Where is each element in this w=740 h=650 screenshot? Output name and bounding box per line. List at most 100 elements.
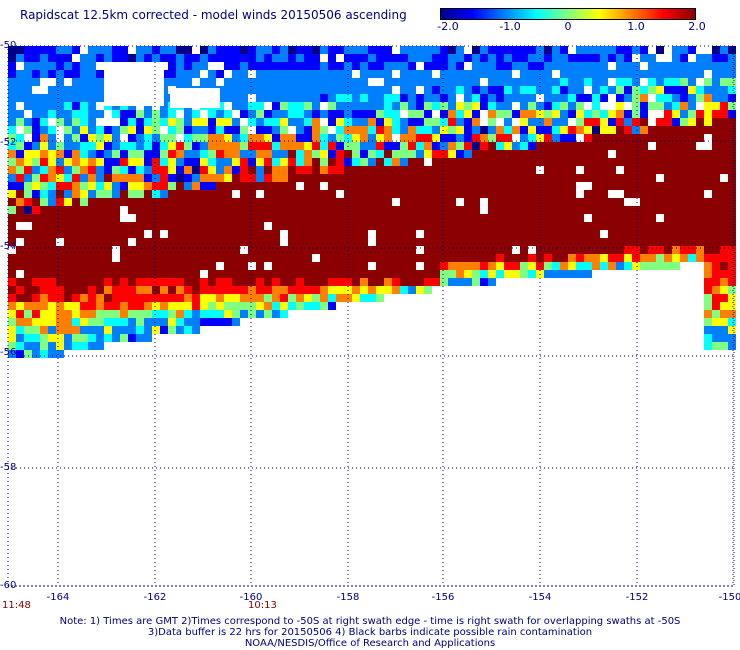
- wind-difference-cell: [16, 302, 24, 310]
- wind-difference-cell: [672, 126, 680, 134]
- wind-difference-cell: [456, 238, 464, 246]
- wind-difference-cell: [728, 278, 736, 286]
- wind-difference-cell: [256, 94, 264, 102]
- wind-difference-cell: [432, 86, 440, 94]
- wind-difference-cell: [80, 190, 88, 198]
- wind-difference-cell: [464, 270, 472, 278]
- wind-difference-cell: [56, 230, 64, 238]
- wind-difference-cell: [608, 238, 616, 246]
- wind-difference-cell: [496, 270, 504, 278]
- wind-difference-cell: [24, 150, 32, 158]
- wind-difference-cell: [672, 190, 680, 198]
- wind-difference-cell: [88, 254, 96, 262]
- wind-difference-cell: [144, 326, 152, 334]
- wind-difference-cell: [360, 134, 368, 142]
- wind-difference-cell: [8, 94, 16, 102]
- wind-difference-cell: [184, 134, 192, 142]
- wind-difference-cell: [312, 102, 320, 110]
- wind-difference-cell: [608, 222, 616, 230]
- wind-difference-cell: [320, 294, 328, 302]
- wind-difference-cell: [128, 150, 136, 158]
- wind-difference-cell: [576, 206, 584, 214]
- wind-difference-cell: [288, 134, 296, 142]
- wind-difference-cell: [32, 134, 40, 142]
- wind-difference-cell: [672, 158, 680, 166]
- wind-difference-cell: [320, 150, 328, 158]
- wind-difference-cell: [520, 214, 528, 222]
- wind-difference-cell: [240, 286, 248, 294]
- wind-difference-cell: [72, 46, 80, 54]
- wind-difference-cell: [192, 230, 200, 238]
- wind-difference-cell: [472, 110, 480, 118]
- wind-difference-cell: [272, 118, 280, 126]
- wind-difference-cell: [472, 214, 480, 222]
- wind-difference-cell: [568, 110, 576, 118]
- wind-difference-cell: [312, 142, 320, 150]
- wind-difference-cell: [384, 214, 392, 222]
- wind-difference-cell: [640, 94, 648, 102]
- wind-difference-cell: [232, 78, 240, 86]
- wind-difference-cell: [680, 142, 688, 150]
- wind-difference-cell: [24, 238, 32, 246]
- wind-difference-cell: [320, 222, 328, 230]
- wind-difference-cell: [616, 70, 624, 78]
- wind-difference-cell: [712, 94, 720, 102]
- wind-difference-cell: [352, 54, 360, 62]
- wind-difference-cell: [80, 158, 88, 166]
- wind-difference-cell: [328, 54, 336, 62]
- wind-difference-cell: [360, 86, 368, 94]
- wind-difference-cell: [24, 174, 32, 182]
- wind-difference-cell: [104, 182, 112, 190]
- wind-difference-cell: [600, 78, 608, 86]
- wind-difference-cell: [104, 254, 112, 262]
- wind-difference-cell: [280, 278, 288, 286]
- wind-difference-cell: [136, 166, 144, 174]
- wind-difference-cell: [248, 222, 256, 230]
- wind-difference-cell: [464, 166, 472, 174]
- wind-difference-cell: [192, 190, 200, 198]
- wind-difference-cell: [512, 150, 520, 158]
- wind-difference-cell: [152, 150, 160, 158]
- wind-difference-cell: [88, 342, 96, 350]
- wind-difference-cell: [544, 174, 552, 182]
- wind-difference-cell: [416, 222, 424, 230]
- wind-difference-cell: [64, 294, 72, 302]
- wind-difference-cell: [224, 278, 232, 286]
- wind-difference-cell: [576, 70, 584, 78]
- wind-difference-cell: [504, 174, 512, 182]
- wind-difference-cell: [592, 214, 600, 222]
- wind-difference-cell: [600, 62, 608, 70]
- wind-difference-cell: [160, 310, 168, 318]
- wind-difference-cell: [56, 310, 64, 318]
- wind-difference-cell: [360, 110, 368, 118]
- wind-difference-cell: [328, 262, 336, 270]
- wind-difference-cell: [704, 62, 712, 70]
- wind-difference-cell: [16, 342, 24, 350]
- wind-difference-cell: [320, 230, 328, 238]
- wind-difference-cell: [248, 102, 256, 110]
- wind-difference-cell: [328, 182, 336, 190]
- wind-difference-cell: [136, 310, 144, 318]
- wind-difference-cell: [256, 102, 264, 110]
- wind-difference-cell: [616, 174, 624, 182]
- wind-difference-cell: [40, 206, 48, 214]
- wind-difference-cell: [104, 302, 112, 310]
- wind-difference-cell: [208, 318, 216, 326]
- wind-difference-cell: [328, 302, 336, 310]
- wind-difference-cell: [632, 118, 640, 126]
- wind-difference-cell: [40, 102, 48, 110]
- wind-difference-cell: [496, 174, 504, 182]
- wind-difference-cell: [480, 150, 488, 158]
- wind-difference-cell: [136, 142, 144, 150]
- wind-difference-cell: [680, 158, 688, 166]
- wind-difference-cell: [40, 246, 48, 254]
- wind-difference-cell: [296, 174, 304, 182]
- wind-difference-cell: [488, 254, 496, 262]
- wind-difference-cell: [232, 134, 240, 142]
- wind-difference-cell: [512, 222, 520, 230]
- wind-difference-cell: [232, 270, 240, 278]
- wind-difference-cell: [184, 262, 192, 270]
- wind-difference-cell: [56, 198, 64, 206]
- wind-difference-cell: [584, 78, 592, 86]
- wind-difference-cell: [272, 70, 280, 78]
